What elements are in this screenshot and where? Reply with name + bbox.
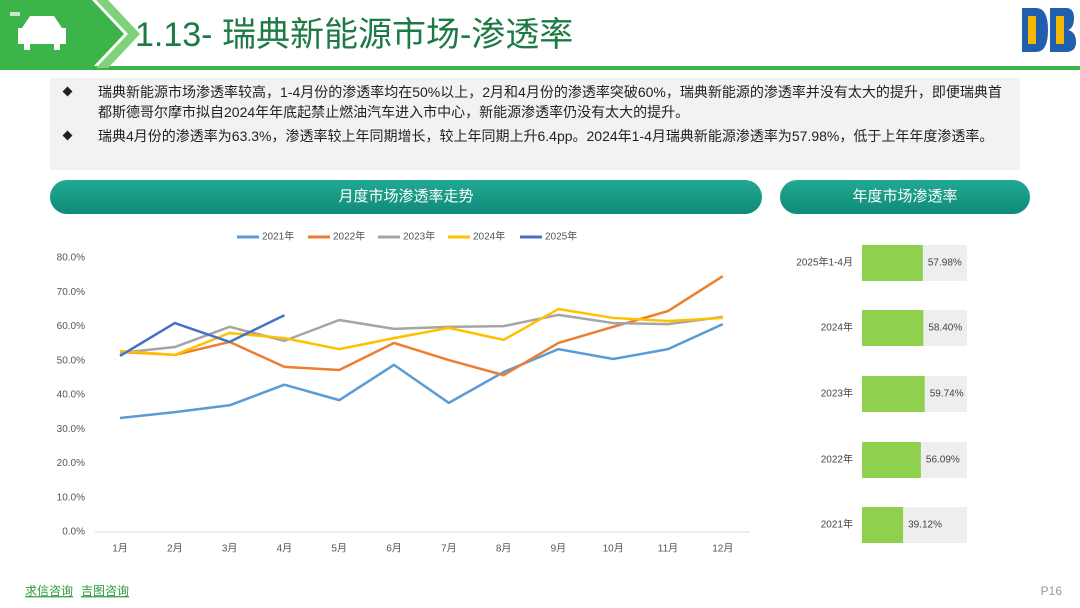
y-tick-label: 20.0% [57, 458, 85, 469]
data-label: 56.09% [926, 455, 960, 466]
y-tick-label: 2023年 [821, 387, 853, 400]
legend-label: 2025年 [545, 230, 577, 243]
x-tick-label: 4月 [277, 543, 293, 555]
y-tick-label: 2025年1-4月 [796, 256, 853, 269]
y-tick-label: 2022年 [821, 453, 853, 466]
x-tick-label: 3月 [222, 543, 238, 555]
series-line [119, 307, 723, 357]
car-icon [10, 12, 66, 50]
header-chevron [96, 0, 140, 68]
header-rule [0, 66, 1080, 70]
bar [862, 245, 923, 281]
x-tick-label: 5月 [331, 543, 347, 555]
x-tick-label: 6月 [386, 543, 402, 555]
chart-title: 月度市场渗透率走势 [338, 188, 473, 205]
logo [1022, 8, 1076, 52]
y-tick-label: 30.0% [57, 424, 85, 435]
data-label: 59.74% [930, 389, 964, 400]
data-label: 58.40% [928, 323, 962, 334]
source-link[interactable]: 吉图咨询 [81, 583, 129, 598]
series-line [119, 275, 724, 377]
data-label: 57.98% [928, 258, 962, 269]
x-tick-label: 12月 [712, 543, 733, 555]
series-line [119, 313, 723, 355]
y-tick-label: 40.0% [57, 390, 85, 401]
y-tick-label: 80.0% [57, 253, 85, 264]
x-tick-label: 11月 [658, 543, 678, 555]
y-tick-label: 0.0% [62, 527, 85, 538]
chart-title: 年度市场渗透率 [852, 188, 957, 205]
bullet-box: 瑞典新能源市场渗透率较高，1-4月份的渗透率均在50%以上，2月和4月份的渗透率… [50, 78, 1020, 170]
data-label: 39.12% [908, 520, 942, 531]
page-number: P16 [1041, 584, 1063, 598]
y-tick-label: 2024年 [821, 321, 853, 334]
y-tick-label: 2021年 [821, 518, 853, 531]
y-tick-label: 50.0% [57, 355, 85, 366]
y-tick-label: 10.0% [57, 492, 85, 503]
page-title: 1.13- 瑞典新能源市场-渗透率 [135, 16, 573, 54]
legend-label: 2022年 [333, 230, 365, 243]
panel-header [50, 180, 762, 214]
x-tick-label: 10月 [603, 543, 624, 555]
y-tick-label: 60.0% [57, 321, 85, 332]
x-tick-label: 9月 [551, 543, 567, 555]
legend-label: 2023年 [403, 230, 435, 243]
series-line [119, 322, 724, 420]
bar [862, 442, 921, 478]
bullet: 瑞典4月份的渗透率为63.3%，渗透率较上年同期增长，较上年同期上升6.4pp。… [60, 126, 1014, 146]
bar [862, 376, 925, 412]
bar [862, 507, 904, 543]
series-line [119, 314, 285, 358]
x-tick-label: 1月 [112, 543, 128, 555]
bullet: 瑞典新能源市场渗透率较高，1-4月份的渗透率均在50%以上，2月和4月份的渗透率… [60, 82, 1014, 122]
source-link[interactable]: 求信咨询 [25, 583, 73, 598]
x-tick-label: 2月 [167, 543, 183, 555]
legend-label: 2024年 [473, 230, 505, 243]
panel-header [780, 180, 1030, 214]
y-tick-label: 70.0% [57, 287, 85, 298]
legend-label: 2021年 [262, 230, 294, 243]
x-tick-label: 7月 [441, 543, 457, 555]
bar [862, 310, 924, 346]
x-tick-label: 8月 [496, 543, 512, 555]
